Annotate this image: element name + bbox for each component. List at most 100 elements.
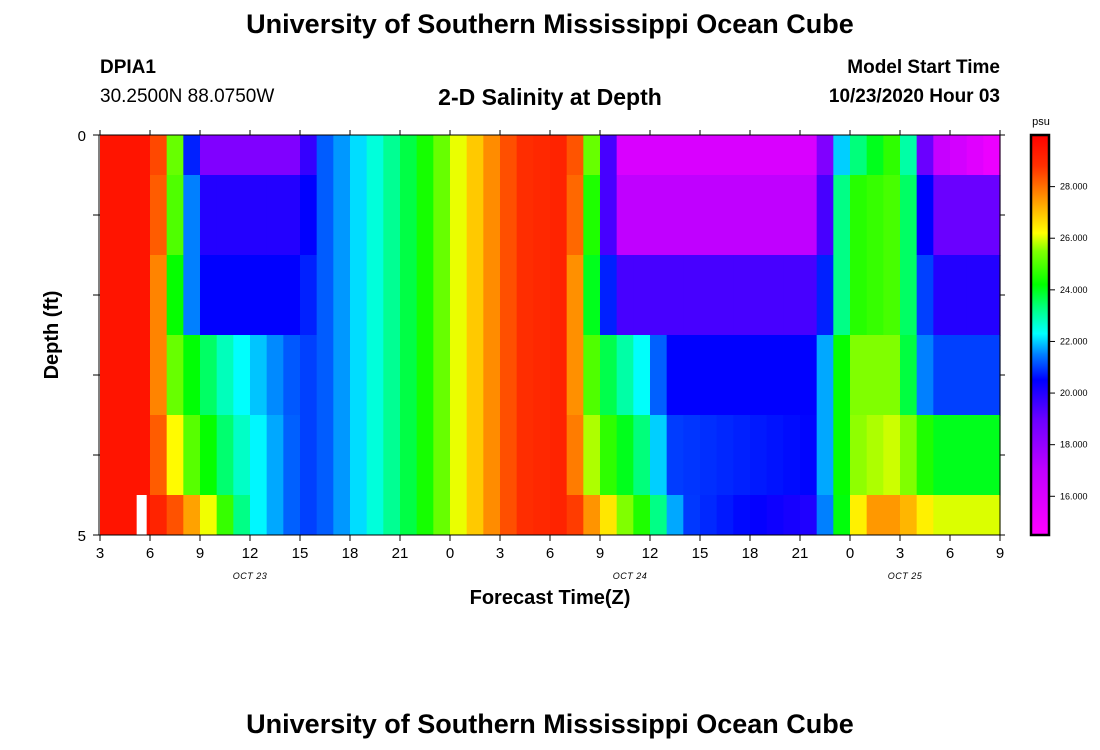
heatmap-cell-d1-h24	[500, 175, 518, 256]
heatmap-cell-d3-h19	[416, 335, 434, 416]
heatmap-cell-d5-h3	[150, 495, 168, 536]
heatmap-cell-d0-h52	[966, 135, 984, 176]
heatmap-cell-d1-h29	[583, 175, 601, 256]
y-axis-title: Depth (ft)	[41, 291, 63, 380]
heatmap-cell-d2-h25	[516, 255, 534, 336]
heatmap-cell-d5-h53	[983, 495, 1001, 536]
colorbar-tick-label-6: 28.000	[1060, 182, 1088, 192]
heatmap-cell-d3-h42	[800, 335, 818, 416]
heatmap-cell-d3-h28	[566, 335, 584, 416]
heatmap-cell-d1-h43	[816, 175, 834, 256]
heatmap-cell-d0-h12	[300, 135, 318, 176]
heatmap-cell-d3-h14	[333, 335, 351, 416]
heatmap-cell-d1-h31	[616, 175, 634, 256]
colorbar-tick-label-4: 24.000	[1060, 285, 1088, 295]
heatmap-cell-d4-h30	[600, 415, 618, 496]
heatmap-cell-d4-h23	[483, 415, 501, 496]
heatmap-cell-d5-h16	[366, 495, 384, 536]
heatmap-cell-d2-h1	[116, 255, 134, 336]
heatmap-cell-d3-h52	[966, 335, 984, 416]
heatmap-cell-d4-h25	[516, 415, 534, 496]
heatmap-cell-d3-h10	[266, 335, 284, 416]
heatmap-cell-d4-h39	[750, 415, 768, 496]
heatmap-cell-d0-h51	[950, 135, 968, 176]
heatmap-cell-d5-h6	[200, 495, 218, 536]
heatmap-cell-d0-h23	[483, 135, 501, 176]
heatmap-cell-d0-h28	[566, 135, 584, 176]
heatmap-cell-d1-h8	[233, 175, 251, 256]
heatmap-cell-d2-h38	[733, 255, 751, 336]
heatmap-cell-d4-h44	[833, 415, 851, 496]
heatmap-cell-d1-h15	[350, 175, 368, 256]
heatmap-cell-d5-h8	[233, 495, 251, 536]
heatmap-cell-d1-h50	[933, 175, 951, 256]
heatmap-cell-d5-h36	[700, 495, 718, 536]
heatmap-cell-d1-h5	[183, 175, 201, 256]
heatmap-cell-d1-h16	[366, 175, 384, 256]
heatmap-cell-d4-h9	[250, 415, 268, 496]
heatmap-cell-d0-h19	[416, 135, 434, 176]
heatmap-cell-d2-h39	[750, 255, 768, 336]
heatmap-cell-d3-h13	[316, 335, 334, 416]
heatmap-cell-d1-h39	[750, 175, 768, 256]
heatmap-cell-d1-h52	[966, 175, 984, 256]
heatmap-cell-d1-h32	[633, 175, 651, 256]
heatmap-cell-d4-h19	[416, 415, 434, 496]
heatmap-cell-d4-h36	[700, 415, 718, 496]
page-title: University of Southern Mississippi Ocean…	[246, 9, 854, 39]
heatmap-cell-d3-h36	[700, 335, 718, 416]
heatmap-cell-d3-h51	[950, 335, 968, 416]
heatmap-cell-d2-h5	[183, 255, 201, 336]
heatmap-cell-d2-h7	[216, 255, 234, 336]
heatmap-cell-d2-h4	[166, 255, 184, 336]
x-tick-label-15: 0	[846, 545, 854, 562]
heatmap-cell-d0-h1	[116, 135, 134, 176]
heatmap-cell-d2-h46	[866, 255, 884, 336]
heatmap-cell-d0-h30	[600, 135, 618, 176]
heatmap-cell-d3-h9	[250, 335, 268, 416]
heatmap-cell-d5-h25	[516, 495, 534, 536]
heatmap-cell-d1-h35	[683, 175, 701, 256]
heatmap-cell-d2-h10	[266, 255, 284, 336]
heatmap-cell-d5-h4	[166, 495, 184, 536]
heatmap-cell-d2-h28	[566, 255, 584, 336]
heatmap-cell-d0-h9	[250, 135, 268, 176]
heatmap-cell-d5-h47	[883, 495, 901, 536]
x-tick-label-10: 9	[596, 545, 604, 562]
heatmap-cell-d2-h19	[416, 255, 434, 336]
heatmap-cell-d3-h46	[866, 335, 884, 416]
heatmap-cell-d3-h40	[766, 335, 784, 416]
heatmap-cell-d1-h1	[116, 175, 134, 256]
heatmap-cell-d4-h53	[983, 415, 1001, 496]
heatmap-cell-d1-h48	[900, 175, 918, 256]
heatmap-cell-d0-h34	[666, 135, 684, 176]
heatmap-cell-d3-h50	[933, 335, 951, 416]
heatmap-cell-d2-h29	[583, 255, 601, 336]
heatmap-cell-d4-h40	[766, 415, 784, 496]
heatmap-cell-d1-h6	[200, 175, 218, 256]
heatmap-cell-d2-h52	[966, 255, 984, 336]
heatmap-cell-d4-h16	[366, 415, 384, 496]
date-label-0: OCT 23	[233, 571, 268, 581]
heatmap-cell-d2-h49	[916, 255, 934, 336]
heatmap-cell-d5-h44	[833, 495, 851, 536]
heatmap-cell-d1-h45	[850, 175, 868, 256]
heatmap-cell-d0-h0	[100, 135, 118, 176]
heatmap-cell-d4-h20	[433, 415, 451, 496]
heatmap-cell-d5-h10	[266, 495, 284, 536]
station-id: DPIA1	[100, 57, 156, 78]
heatmap-cell-d4-h13	[316, 415, 334, 496]
heatmap-cell-d4-h5	[183, 415, 201, 496]
x-tick-label-12: 15	[692, 545, 709, 562]
heatmap-cell-d5-h34	[666, 495, 684, 536]
heatmap-cell-d2-h53	[983, 255, 1001, 336]
heatmap-cell-d2-h37	[716, 255, 734, 336]
heatmap-cell-d2-h34	[666, 255, 684, 336]
heatmap-cell-d5-h29	[583, 495, 601, 536]
heatmap-cell-d1-h41	[783, 175, 801, 256]
heatmap-cell-d4-h50	[933, 415, 951, 496]
heatmap-cell-d2-h12	[300, 255, 318, 336]
x-tick-label-8: 3	[496, 545, 504, 562]
heatmap-cell-d4-h48	[900, 415, 918, 496]
heatmap-cell-d0-h46	[866, 135, 884, 176]
